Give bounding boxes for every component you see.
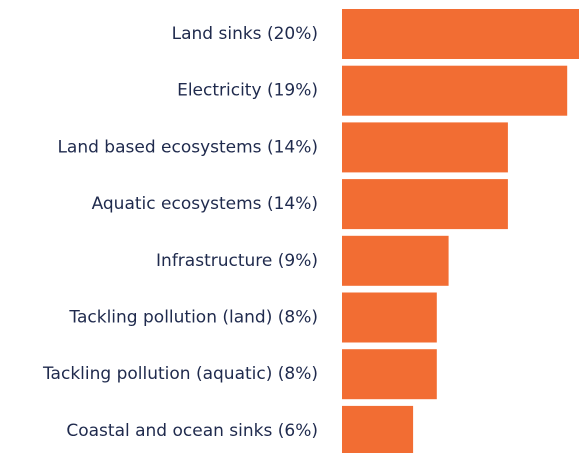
bar-0 xyxy=(342,9,579,59)
bar-2 xyxy=(342,122,508,173)
category-label-3: Aquatic ecosystems (14%) xyxy=(92,194,318,214)
bar-6 xyxy=(342,349,437,400)
category-label-0: Land sinks (20%) xyxy=(172,24,318,44)
category-label-5: Tackling pollution (land) (8%) xyxy=(68,308,318,328)
bar-4 xyxy=(342,235,449,286)
category-label-2: Land based ecosystems (14%) xyxy=(57,137,318,157)
bar-3 xyxy=(342,179,508,230)
category-label-7: Coastal and ocean sinks (6%) xyxy=(66,421,318,441)
bars-group xyxy=(342,9,579,453)
category-labels-group: Land sinks (20%) Electricity (19%) Land ba… xyxy=(42,24,318,441)
category-label-1: Electricity (19%) xyxy=(177,81,318,101)
bar-7 xyxy=(342,405,414,453)
bar-5 xyxy=(342,292,437,343)
category-label-4: Infrastructure (9%) xyxy=(156,251,318,271)
category-label-6: Tackling pollution (aquatic) (8%) xyxy=(42,364,318,384)
bar-1 xyxy=(342,65,568,116)
